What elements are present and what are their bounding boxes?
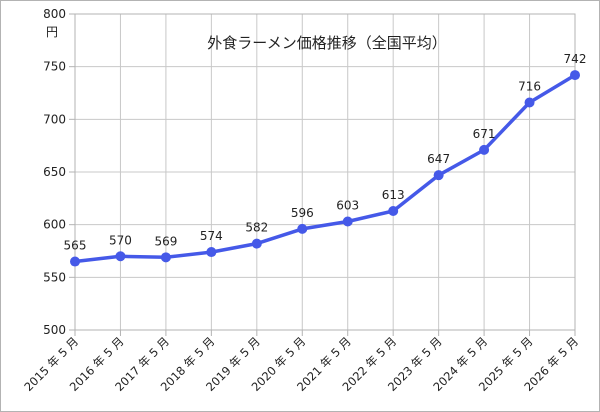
data-point [570,70,580,81]
series-polyline [73,73,577,264]
grid-lines [69,13,576,336]
data-point [70,256,80,267]
data-point [433,170,444,181]
data-point [251,238,262,249]
data-label: 565 [64,239,87,253]
y-tick-label: 750 [43,60,66,74]
y-tick-label: 550 [43,270,66,284]
data-point [342,216,353,227]
data-label: 569 [154,234,177,248]
y-tick-label: 700 [43,112,66,126]
y-tick-label: 600 [43,218,66,232]
y-axis-unit: 円 [46,25,58,39]
data-point [388,205,399,216]
data-label: 716 [518,79,541,93]
data-label: 570 [109,233,132,247]
y-tick-label: 500 [43,323,66,337]
data-label: 574 [200,229,223,243]
data-label: 647 [427,152,450,166]
data-point [115,251,126,262]
data-points [70,70,580,267]
data-label: 603 [336,199,359,213]
plot-area-border [74,13,576,331]
chart-title: 外食ラーメン価格推移（全国平均） [207,34,446,52]
data-label: 596 [291,206,314,220]
data-label: 582 [245,221,268,235]
y-tick-label: 650 [43,165,66,179]
y-tick-label: 800 [43,7,66,21]
data-point [479,144,490,155]
data-point [160,252,171,263]
data-point [524,97,535,108]
y-axis-ticks: 500 550 600 650 700 750 800 [43,7,66,337]
data-point [206,247,217,258]
series-line [73,73,577,264]
data-label: 671 [473,127,496,141]
data-labels: 565 570 569 574 582 596 603 613 647 671 716 742 [64,52,587,252]
data-point [297,223,308,234]
data-label: 742 [564,52,587,66]
data-label: 613 [382,188,405,202]
